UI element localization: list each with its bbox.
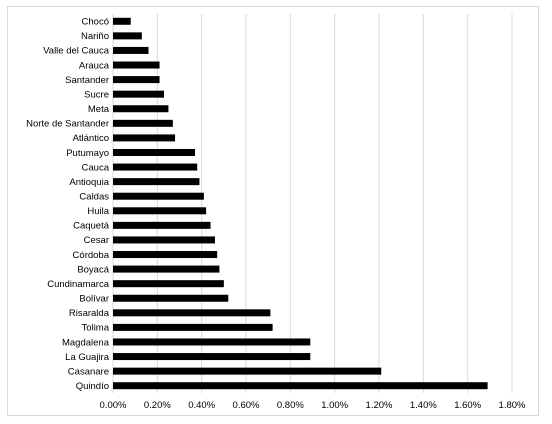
category-label: Sucre	[84, 89, 109, 100]
bar	[113, 46, 149, 54]
x-tick-label: 1.40%	[410, 400, 437, 411]
bar	[113, 163, 198, 171]
bar	[113, 294, 229, 302]
bar	[113, 207, 207, 215]
bar	[113, 280, 224, 288]
x-tick-label: 1.20%	[366, 400, 393, 411]
category-labels: Chocó Nariño Valle del Cauca Arauca Santande…	[26, 17, 110, 392]
category-label: Valle del Cauca	[43, 46, 110, 57]
category-label: Putumayo	[66, 148, 109, 159]
category-label: Bolívar	[79, 294, 109, 305]
bar	[113, 61, 160, 69]
bar	[113, 192, 204, 200]
category-label: Quindío	[76, 381, 109, 392]
category-label: Caldas	[79, 192, 109, 203]
category-label: Norte de Santander	[26, 119, 109, 130]
bar	[113, 382, 488, 390]
bar	[113, 323, 273, 331]
bar	[113, 90, 164, 98]
category-label: Cundinamarca	[47, 279, 109, 290]
bar	[113, 353, 311, 361]
category-label: Antioquia	[69, 177, 109, 188]
bar	[113, 119, 173, 127]
chart-border	[7, 6, 539, 416]
x-axis-tick-labels: 0.00% 0.20% 0.40% 0.60% 0.80% 1.00% 1.20% 1.40%…	[100, 400, 526, 411]
bar	[113, 251, 218, 259]
bar	[113, 148, 196, 156]
category-label: Chocó	[82, 17, 109, 28]
category-label: Córdoba	[73, 250, 110, 261]
bar	[113, 178, 200, 186]
bar	[113, 221, 211, 229]
category-label: Risaralda	[69, 308, 110, 319]
category-label: Caquetá	[73, 221, 110, 232]
bar	[113, 265, 220, 273]
category-label: Cauca	[82, 162, 110, 173]
bar	[113, 338, 311, 346]
x-tick-label: 0.80%	[277, 400, 304, 411]
bar	[113, 17, 131, 25]
x-tick-label: 1.00%	[321, 400, 348, 411]
bar	[113, 105, 169, 113]
bar	[113, 76, 160, 84]
category-label: Arauca	[79, 60, 110, 71]
bar	[113, 32, 142, 40]
category-label: Casanare	[68, 366, 109, 377]
category-label: Tolima	[82, 323, 110, 334]
category-label: Nariño	[81, 31, 109, 42]
x-tick-label: 1.80%	[499, 400, 526, 411]
x-tick-label: 0.60%	[233, 400, 260, 411]
category-label: Cesar	[84, 235, 109, 246]
category-label: Huila	[87, 206, 109, 217]
bar	[113, 134, 176, 142]
bars	[113, 17, 488, 390]
category-label: Meta	[88, 104, 110, 115]
grid-lines	[112, 14, 513, 393]
x-tick-label: 0.40%	[188, 400, 215, 411]
category-label: Santander	[65, 75, 109, 86]
x-tick-label: 0.20%	[144, 400, 171, 411]
x-tick-label: 1.60%	[454, 400, 481, 411]
bar	[113, 236, 215, 244]
category-label: La Guajira	[65, 352, 110, 363]
bar	[113, 367, 382, 375]
category-label: Boyacá	[77, 264, 109, 275]
x-tick-label: 0.00%	[100, 400, 127, 411]
category-label: Magdalena	[62, 337, 110, 348]
bar	[113, 309, 271, 317]
category-label: Atlántico	[73, 133, 109, 144]
